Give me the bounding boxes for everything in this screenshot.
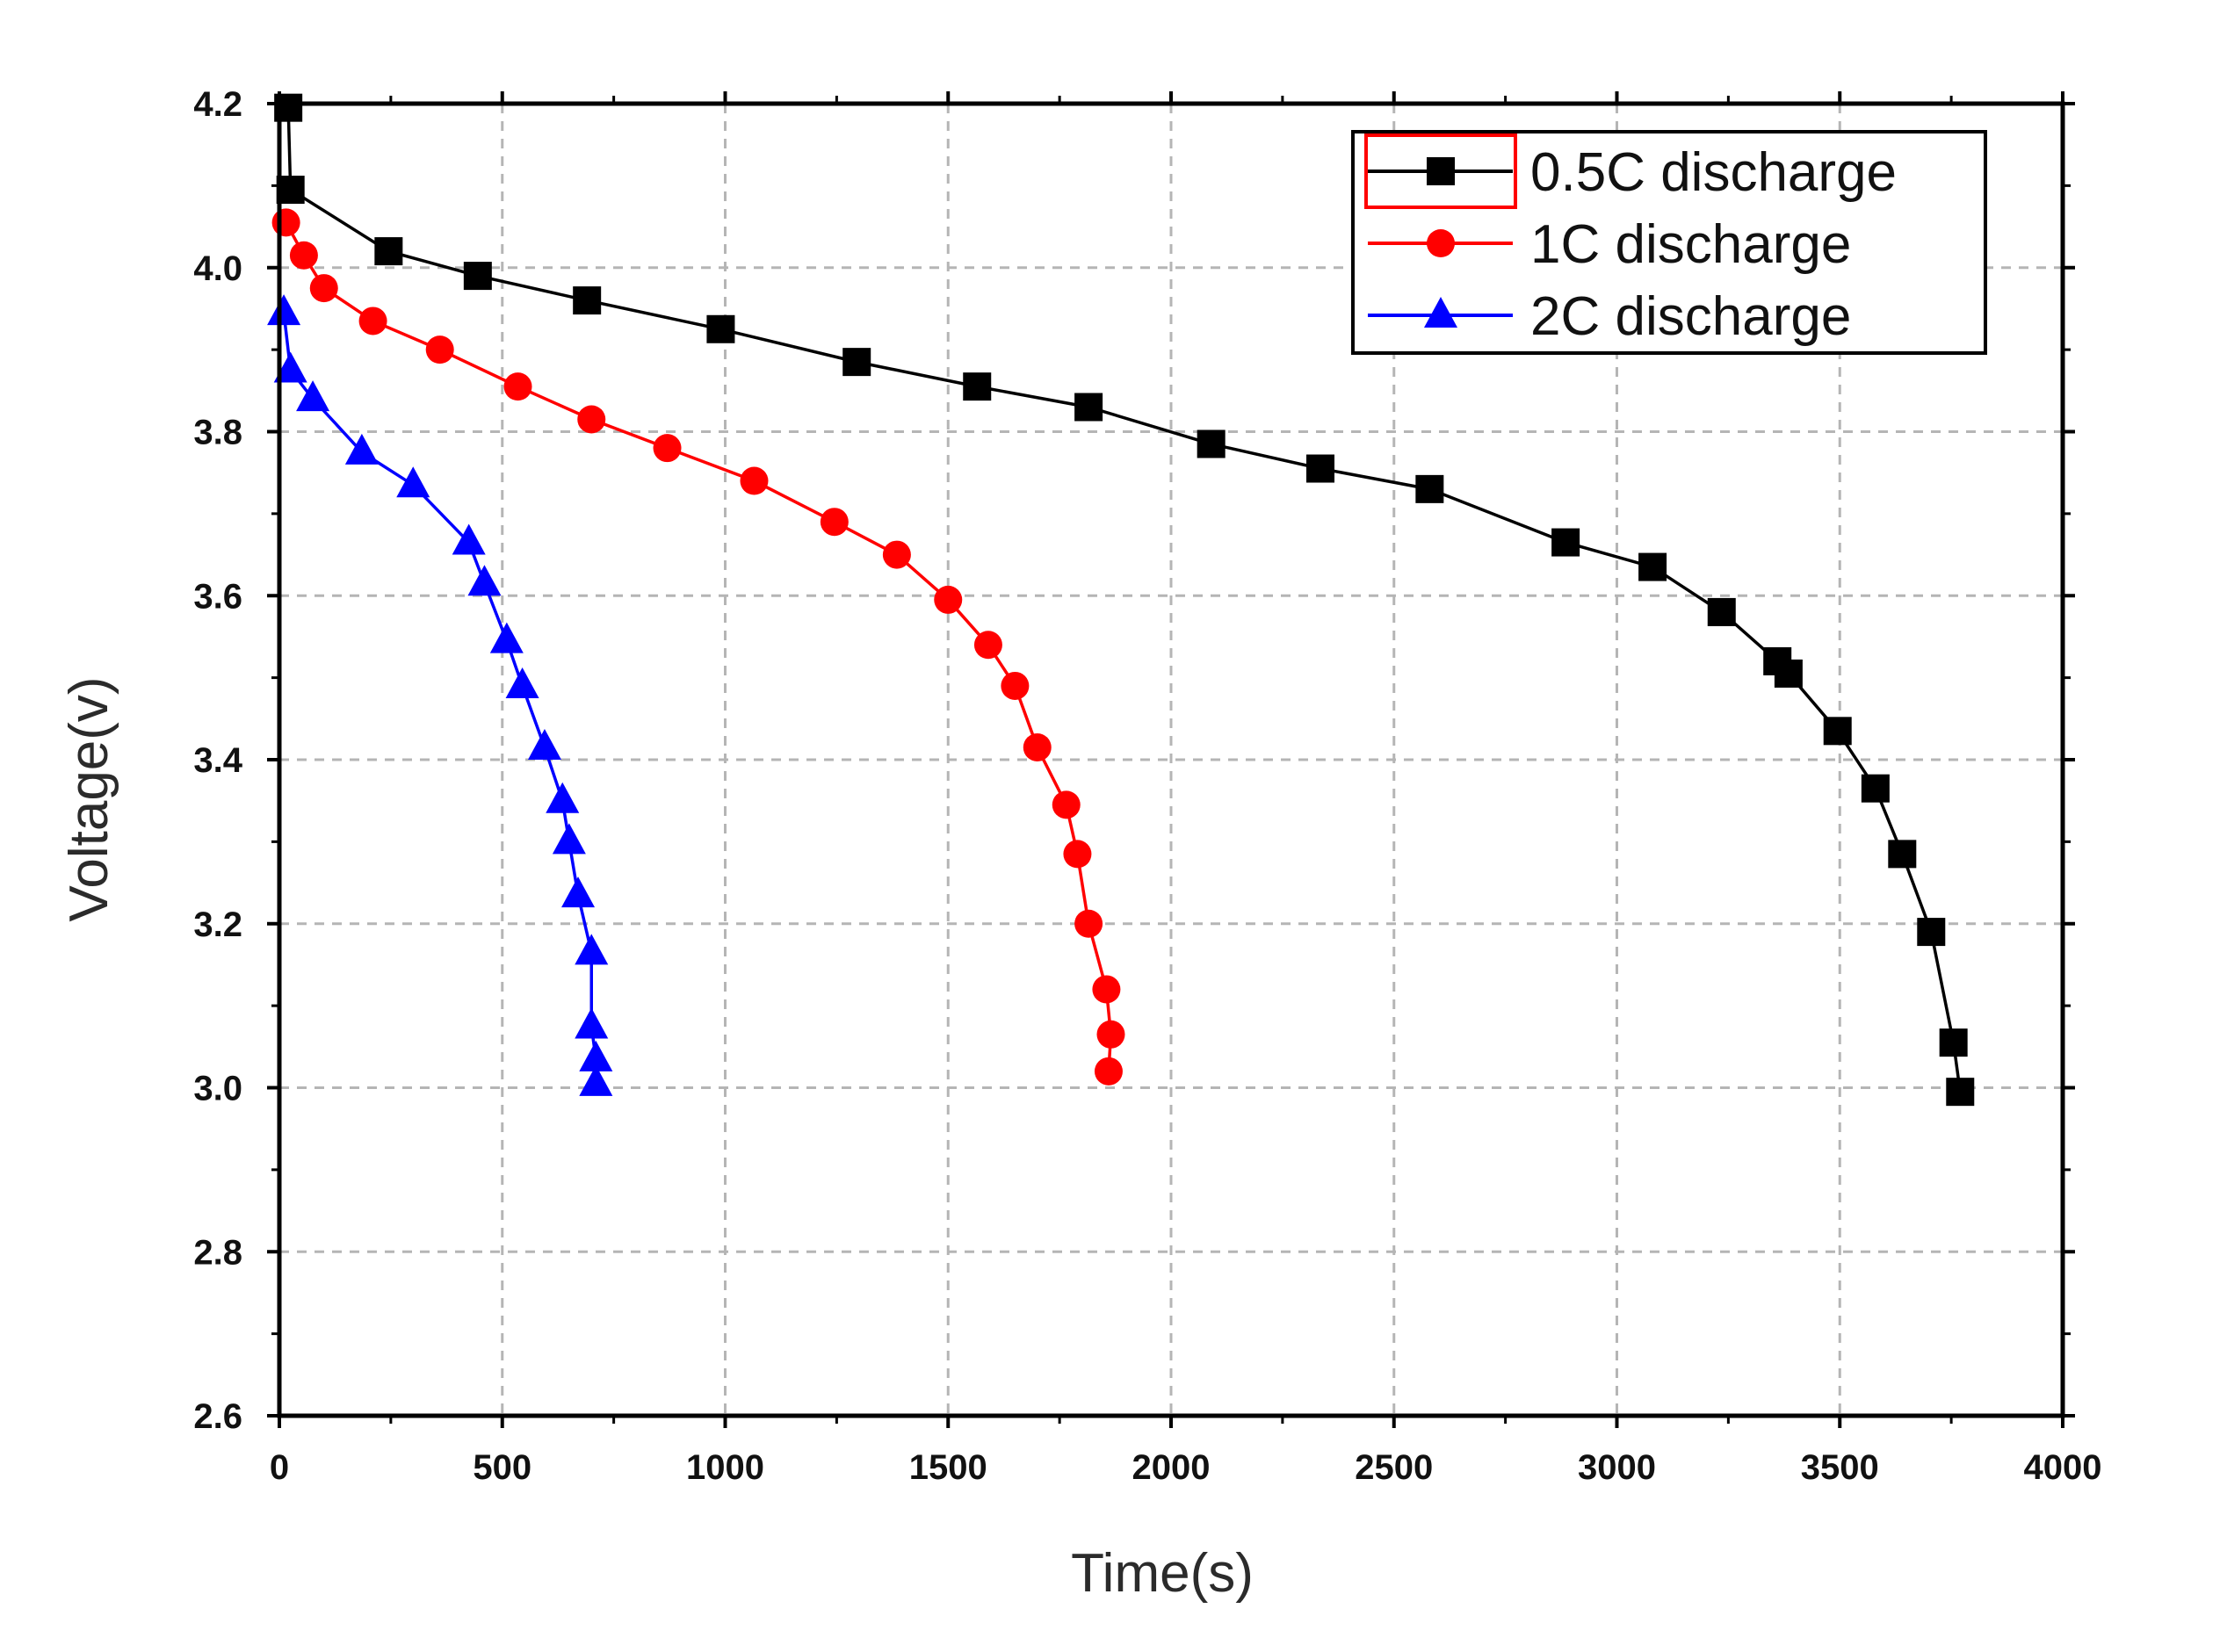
series-1c-point bbox=[577, 405, 606, 434]
series-0-5c-point bbox=[1888, 840, 1917, 869]
series-1c-point bbox=[503, 372, 532, 401]
legend-marker-series-1c bbox=[1427, 229, 1455, 257]
series-1c-point bbox=[1096, 1020, 1125, 1049]
series-1c-point bbox=[425, 335, 454, 364]
legend-marker-series-2c bbox=[1424, 297, 1457, 328]
series-2c-point bbox=[527, 728, 561, 760]
series-1c-point bbox=[289, 241, 318, 270]
y-tick-label: 3.0 bbox=[193, 1070, 242, 1108]
series-2c-point bbox=[579, 1040, 613, 1071]
series-0-5c-point bbox=[1638, 552, 1667, 581]
series-0-5c-point bbox=[1197, 429, 1226, 458]
series-1c-point bbox=[1001, 671, 1030, 700]
x-tick-label: 3500 bbox=[1801, 1448, 1879, 1487]
series-2c-point bbox=[489, 622, 524, 653]
y-tick-label: 4.2 bbox=[193, 85, 242, 124]
legend-selection-highlight bbox=[1364, 133, 1517, 209]
series-2c-point bbox=[552, 823, 586, 855]
series-0-5c-point bbox=[1306, 454, 1335, 483]
series-2c-point bbox=[579, 1064, 613, 1096]
legend-marker-series-0-5c bbox=[1427, 157, 1455, 185]
legend-label-series-1c: 1C discharge bbox=[1530, 214, 1851, 275]
series-2c-point bbox=[575, 934, 609, 965]
series-1c-point bbox=[1094, 1057, 1123, 1086]
series-0-5c-point bbox=[1774, 659, 1803, 688]
series-1c-point bbox=[271, 208, 300, 237]
series-1c-point bbox=[973, 631, 1002, 660]
series-2c-point bbox=[467, 565, 502, 596]
legend: 0.5C discharge 1C discharge 2C discharge bbox=[1351, 130, 1987, 355]
series-2c-point bbox=[505, 667, 539, 698]
series-0-5c-point bbox=[963, 372, 992, 401]
series-1c-point bbox=[740, 466, 769, 495]
series-0-5c-point bbox=[1074, 393, 1103, 422]
series-0-5c-point bbox=[1917, 918, 1946, 947]
series-1c-point bbox=[309, 274, 338, 303]
series-1c-point bbox=[1052, 790, 1081, 819]
series-1c-point bbox=[820, 508, 849, 537]
y-tick-label: 3.4 bbox=[193, 741, 242, 780]
series-0-5c-point bbox=[374, 237, 403, 266]
series-0-5c-point bbox=[573, 286, 602, 315]
series-0-5c-point bbox=[1861, 774, 1890, 803]
series-0-5c bbox=[274, 93, 1975, 1107]
series-0-5c-point bbox=[1939, 1028, 1968, 1057]
series-2c bbox=[267, 294, 613, 1096]
series-0-5c-point bbox=[1946, 1078, 1975, 1107]
series-2c-point bbox=[561, 876, 596, 908]
series-0-5c-point bbox=[842, 348, 871, 377]
series-1c-point bbox=[653, 434, 682, 463]
x-tick-label: 500 bbox=[473, 1448, 531, 1487]
x-tick-label: 1000 bbox=[686, 1448, 764, 1487]
series-2c-point bbox=[546, 782, 580, 813]
series-0-5c-point bbox=[1707, 597, 1736, 626]
y-tick-label: 3.6 bbox=[193, 577, 242, 616]
series-0-5c-point bbox=[706, 314, 735, 343]
x-tick-label: 3000 bbox=[1578, 1448, 1656, 1487]
y-tick-label: 3.2 bbox=[193, 905, 242, 944]
x-tick-label: 0 bbox=[270, 1448, 289, 1487]
series-2c-point bbox=[273, 351, 307, 383]
series-1c-point bbox=[1023, 732, 1052, 761]
series-0-5c-point bbox=[1551, 528, 1580, 557]
x-tick-label: 2500 bbox=[1355, 1448, 1433, 1487]
series-1c-point bbox=[1092, 975, 1121, 1004]
x-tick-label: 1500 bbox=[909, 1448, 987, 1487]
series-0-5c-point bbox=[463, 262, 492, 291]
series-layer bbox=[267, 93, 1975, 1107]
series-2c-point bbox=[344, 433, 379, 465]
series-1c-point bbox=[1063, 840, 1092, 869]
series-0-5c-point bbox=[1415, 474, 1444, 503]
series-2c-point bbox=[452, 523, 486, 555]
series-1c bbox=[271, 208, 1125, 1086]
tick-labels: 0 500 1000 1500 2000 2500 3000 3500 4000 2.6 2.8 3.… bbox=[193, 85, 2101, 1487]
series-1c-point bbox=[882, 540, 911, 569]
y-tick-label: 3.8 bbox=[193, 414, 242, 452]
series-2c-point bbox=[267, 294, 301, 326]
series-0-5c-point bbox=[1823, 717, 1852, 746]
plot-frame bbox=[277, 101, 2065, 1418]
legend-entries: 0.5C discharge 1C discharge 2C discharge bbox=[1368, 142, 1897, 347]
x-axis-title: Time(s) bbox=[1071, 1543, 1254, 1604]
series-1c-point bbox=[358, 307, 387, 335]
series-2c-point bbox=[396, 466, 430, 498]
legend-label-series-0-5c: 0.5C discharge bbox=[1530, 142, 1897, 203]
x-tick-label: 4000 bbox=[2024, 1448, 2102, 1487]
y-tick-label: 4.0 bbox=[193, 249, 242, 288]
legend-label-series-2c: 2C discharge bbox=[1530, 286, 1851, 347]
y-tick-label: 2.8 bbox=[193, 1233, 242, 1272]
x-tick-label: 2000 bbox=[1132, 1448, 1211, 1487]
series-2c-point bbox=[296, 380, 330, 412]
y-tick-label: 2.6 bbox=[193, 1397, 242, 1436]
series-1c-point bbox=[934, 585, 963, 614]
y-axis-title: Voltage(v) bbox=[59, 676, 119, 921]
series-2c-point bbox=[575, 1007, 609, 1039]
series-1c-point bbox=[1074, 909, 1103, 938]
